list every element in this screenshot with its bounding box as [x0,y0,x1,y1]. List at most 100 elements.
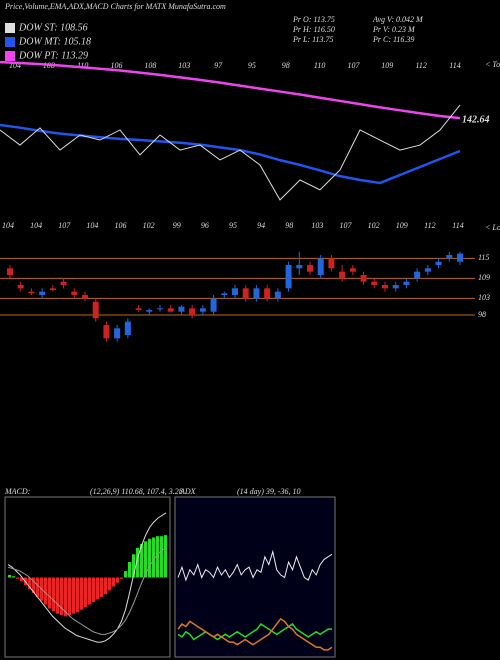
price-line [0,123,461,185]
macd-bar [128,562,132,578]
candle-body [317,258,324,275]
macd-bar [132,554,136,578]
macd-bar [56,577,60,614]
macd-bar [64,577,68,617]
candle-body [124,321,131,335]
bottom-label: 94 [257,221,265,230]
bottom-label: 112 [424,221,435,230]
candle-body [210,298,217,312]
quote-field: Pr O: 113.75 [292,15,335,24]
candle-body [135,308,142,310]
macd-bar [32,577,36,593]
macd-bar [68,577,72,615]
macd-line [7,512,167,643]
macd-bar [44,577,48,605]
macd-bar [136,547,140,578]
quote-field: Pr C: 116.39 [372,35,414,44]
candle-body [178,306,185,312]
macd-bar [20,577,24,582]
macd-bar [100,577,104,597]
top-label: 97 [214,61,223,70]
bottom-label: 96 [201,221,209,230]
adx-line [177,622,332,641]
candle-body [146,310,153,312]
candle-body [296,265,303,269]
macd-bar [48,577,52,609]
quote-field: Avg V: 0.042 M [372,15,424,24]
bottom-label: 107 [340,221,353,230]
candle-body [414,271,421,279]
y-tick-label: 115 [478,253,489,262]
legend-entry: DOW MT: 105.18 [18,36,91,47]
candle-body [199,308,206,312]
candle-body [285,265,292,289]
macd-bar [28,577,32,590]
bottom-label: 104 [30,221,42,230]
candle-body [307,265,313,272]
bottom-label: 102 [368,221,380,230]
bottom-label: 107 [58,221,71,230]
top-label: 110 [314,61,325,70]
top-label: 104 [9,61,21,70]
macd-bar [84,577,88,608]
macd-bar [92,577,96,603]
y-tick-label: 103 [478,293,490,302]
macd-bar [124,571,128,578]
bottom-label: 106 [115,221,127,230]
macd-bar [88,577,92,605]
macd-bar [8,574,12,578]
macd-bar [96,577,100,600]
top-label: 112 [415,61,426,70]
y-tick-label: 109 [478,273,490,282]
candle-body [82,295,88,299]
candle-body [157,308,163,310]
adx-params: (14 day) 39, -36, 10 [237,487,301,496]
macd-bar [112,577,116,587]
candle-body [7,268,13,275]
candle-body [457,253,463,262]
candle-body [39,291,46,295]
macd-bar [36,577,40,597]
macd-bar [16,577,20,579]
top-label: 106 [111,61,123,70]
macd-params: (12,26,9) 110.68, 107.4, 3.28 [90,487,183,496]
top-label: 109 [381,61,393,70]
legend-entry: DOW PT: 113.29 [18,50,88,61]
candle-body [424,268,431,272]
candle-body [189,308,196,315]
y-tick-label: 98 [478,310,486,319]
macd-bar [164,535,168,578]
candle-body [264,288,271,299]
adx-line [177,617,333,651]
top-label: 98 [282,61,290,70]
macd-bar [160,536,164,578]
adx-line [177,549,333,582]
macd-bar [116,577,120,583]
candle-body [435,261,442,265]
lows-label: < Lows [485,223,500,232]
macd-bar [148,538,152,578]
candle-body [328,258,335,269]
bottom-label: 98 [285,221,293,230]
candle-body [403,281,410,285]
legend-swatch [5,37,15,47]
candle-body [274,291,281,299]
candle-body [360,275,367,282]
candle-body [371,281,378,285]
top-label: 103 [178,61,190,70]
candle-body [17,285,24,289]
candle-body [167,308,174,312]
tops-label: < Tops [485,60,500,69]
macd-bar [60,577,64,615]
legend-swatch [5,23,15,33]
legend-entry: DOW ST: 108.56 [18,22,88,33]
legend-swatch [5,51,15,61]
candle-body [221,293,228,295]
bottom-label: 103 [311,221,323,230]
macd-bar [152,537,156,578]
macd-bar [76,577,80,613]
bottom-label: 99 [173,221,181,230]
quote-field: Pr H: 116.50 [292,25,335,34]
top-label: 114 [449,61,460,70]
